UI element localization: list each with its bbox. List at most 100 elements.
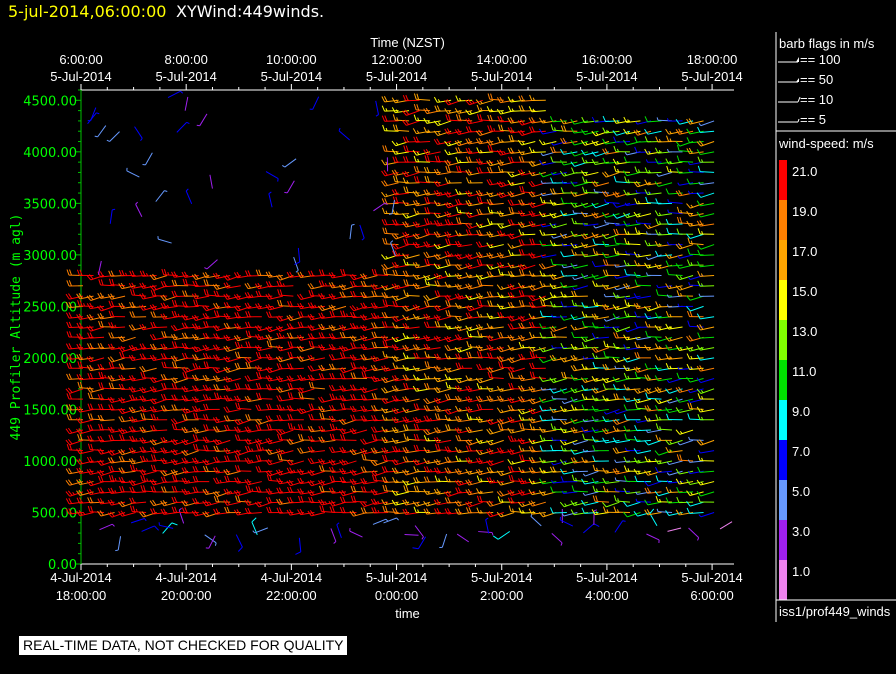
wind-barb: [644, 487, 662, 494]
wind-barb: [412, 459, 431, 466]
wind-barb: [465, 445, 483, 452]
wind-barb: [529, 238, 546, 246]
wind-barb: [296, 345, 315, 352]
wind-barb: [539, 240, 557, 247]
wind-barb: [297, 374, 315, 382]
wind-barb: [677, 439, 694, 446]
top-tick-date: 5-Jul-2014: [155, 69, 216, 84]
wind-barb: [602, 477, 620, 484]
wind-barb: [518, 466, 536, 474]
wind-barb: [213, 384, 231, 391]
wind-barb: [307, 354, 326, 362]
wind-barb: [402, 322, 420, 330]
wind-barb: [205, 535, 216, 549]
wind-barb: [487, 371, 504, 380]
wind-barb: [350, 394, 368, 401]
wind-barb: [561, 180, 578, 184]
wind-barb: [223, 385, 241, 392]
wind-barb: [402, 136, 420, 143]
wind-barb: [456, 533, 470, 543]
wind-barb: [160, 447, 178, 454]
wind-barb: [623, 456, 641, 463]
wind-barb: [612, 418, 631, 425]
wind-barb: [402, 479, 420, 486]
wind-barb: [266, 340, 283, 349]
wind-barb: [539, 457, 557, 464]
wind-barb: [318, 405, 336, 413]
wind-barb: [444, 211, 462, 218]
wind-barb: [518, 105, 536, 112]
wind-barb: [507, 323, 525, 330]
wind-barb: [65, 467, 84, 475]
wind-barb: [487, 300, 504, 307]
wind-barb: [496, 149, 515, 156]
wind-barb: [508, 505, 525, 513]
wind-barb: [487, 125, 504, 132]
wind-barbs: [65, 90, 733, 555]
wind-barb: [570, 118, 588, 125]
wind-barb: [633, 366, 652, 373]
wind-barb: [330, 528, 337, 544]
wind-barb: [518, 249, 536, 256]
wind-barb: [213, 302, 231, 310]
wind-barb: [696, 324, 715, 331]
wind-barb: [603, 340, 620, 349]
wind-barb: [688, 436, 704, 441]
wind-barb: [412, 221, 431, 228]
wind-barb: [698, 450, 715, 454]
wind-barb: [455, 302, 473, 309]
wind-barb: [455, 353, 473, 360]
wind-barb: [465, 305, 483, 312]
wind-barb: [202, 384, 220, 391]
wind-barb: [698, 512, 715, 518]
wind-barb: [392, 445, 410, 453]
wind-barb: [633, 388, 652, 394]
wind-barb: [402, 446, 420, 454]
wind-barb: [129, 464, 147, 472]
wind-barb: [287, 392, 304, 400]
wind-barb: [538, 139, 557, 146]
wind-barb: [107, 499, 126, 506]
wind-barb: [66, 393, 84, 400]
wind-barb: [287, 351, 304, 359]
wind-barb: [254, 418, 273, 425]
wind-barb: [392, 114, 410, 122]
wind-barb: [392, 477, 410, 484]
wind-barb: [108, 361, 126, 369]
wind-barb: [157, 236, 172, 244]
wind-barb: [388, 199, 395, 215]
wind-barb: [361, 371, 378, 380]
wind-barb: [528, 191, 546, 198]
wind-barb: [623, 404, 641, 411]
wind-barb: [423, 343, 441, 351]
wind-barb: [287, 414, 304, 421]
wind-barb: [591, 130, 610, 137]
wind-barb: [539, 332, 557, 339]
wind-barb: [592, 444, 609, 452]
wind-barb: [645, 196, 662, 204]
wind-barb: [572, 285, 589, 291]
wind-barb: [644, 240, 662, 247]
wind-barb: [550, 156, 567, 163]
wind-barb: [644, 480, 662, 487]
wind-barb: [686, 202, 704, 209]
wind-barb: [296, 293, 315, 300]
wind-barb: [603, 293, 620, 298]
wind-barb: [591, 273, 610, 280]
wind-barb: [276, 363, 294, 370]
wind-barb: [635, 419, 652, 424]
wind-barb: [445, 310, 462, 318]
wind-barb: [601, 501, 620, 508]
wind-barb: [540, 192, 557, 197]
wind-barb: [538, 171, 557, 178]
header-title: XYWind:449winds.: [176, 2, 325, 21]
wind-barb: [139, 270, 157, 277]
y-tick-label: 3000.00: [23, 249, 77, 264]
wind-barb: [139, 365, 157, 373]
wind-barb: [549, 212, 567, 219]
wind-barb: [391, 189, 410, 196]
wind-barb: [529, 94, 546, 102]
wind-barb: [77, 381, 94, 390]
wind-barb: [87, 435, 105, 442]
wind-barb: [654, 240, 673, 247]
